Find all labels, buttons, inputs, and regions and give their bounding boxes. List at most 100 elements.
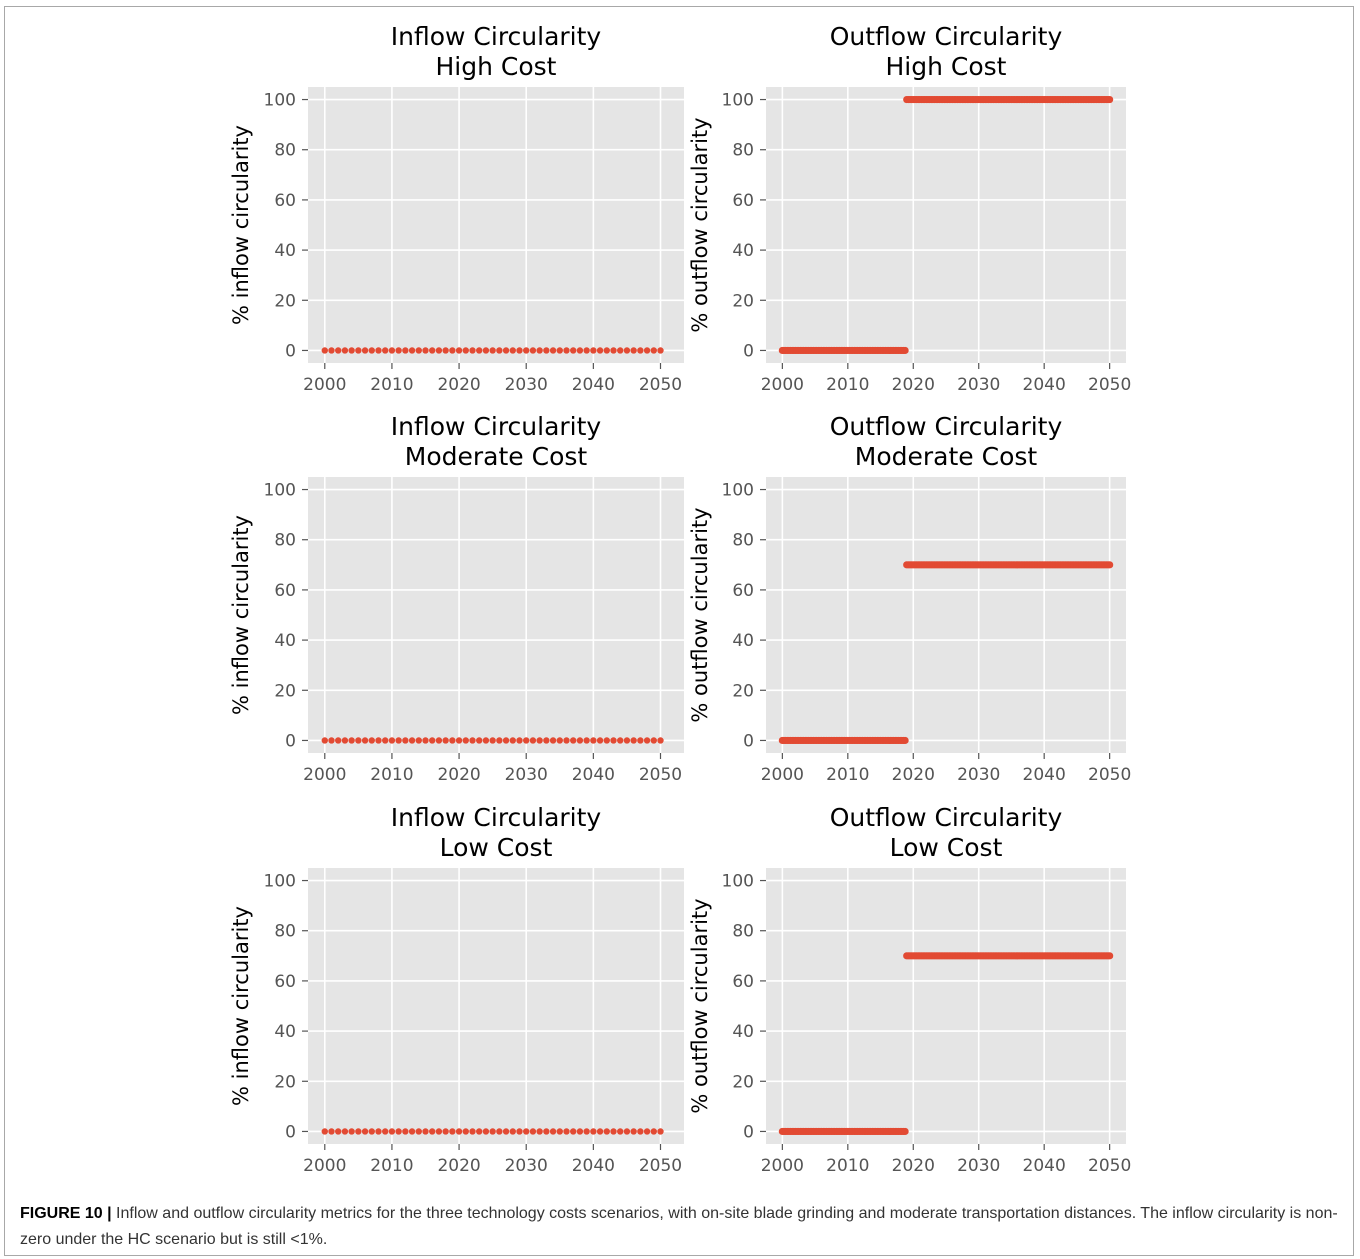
y-axis-label: % inflow circularity [229,515,253,715]
data-point [657,737,664,744]
data-point [610,737,617,744]
data-point [630,347,637,354]
x-tick-label: 2010 [826,765,869,785]
data-point [368,347,375,354]
data-point [576,347,584,354]
data-point [516,737,523,744]
data-point [617,347,624,354]
data-point [516,1128,523,1135]
y-tick-label: 40 [732,631,754,651]
data-point [321,737,328,744]
data-point [482,737,490,744]
chart-title-line: Low Cost [440,833,553,862]
chart-title-line: Moderate Cost [405,442,588,471]
data-point [590,1128,597,1135]
x-tick-label: 2020 [437,375,480,395]
data-point [637,347,644,354]
x-tick-label: 2040 [1023,375,1066,395]
x-tick-label: 2030 [505,1156,548,1176]
y-tick-label: 20 [274,291,296,311]
data-point [650,347,657,354]
data-point [469,347,476,354]
data-point [596,347,604,354]
x-tick-label: 2040 [1023,1156,1066,1176]
data-point [348,737,355,744]
x-tick-label: 2050 [639,765,682,785]
data-point [657,347,664,354]
data-point [617,737,624,744]
data-point [348,347,355,354]
data-point [348,1128,355,1135]
data-point [536,347,543,354]
data-point [502,1128,510,1135]
chart-title-line: Low Cost [890,833,1003,862]
x-tick-label: 2010 [826,375,869,395]
x-tick-label: 2030 [505,765,548,785]
y-tick-label: 60 [274,191,296,211]
data-point [382,737,389,744]
figure-frame [4,6,1354,1256]
y-tick-label: 0 [743,731,754,751]
x-tick-label: 2010 [370,1156,413,1176]
y-axis-label: % inflow circularity [229,906,253,1106]
x-tick-label: 2000 [303,1156,346,1176]
data-point [321,347,328,354]
x-tick-label: 2030 [957,1156,1000,1176]
data-point [388,737,396,744]
x-tick-label: 2050 [1088,765,1131,785]
data-point [408,1128,416,1135]
x-tick-label: 2010 [370,375,413,395]
data-point [543,737,550,744]
data-point [1106,95,1114,104]
data-point [1106,952,1114,960]
data-point [563,347,570,354]
x-tick-label: 2040 [572,1156,615,1176]
data-point [455,347,463,354]
data-point [341,737,349,744]
data-point [449,347,456,354]
data-point [596,1128,604,1135]
data-point [516,347,523,354]
data-point [382,1128,389,1135]
data-point [509,1128,516,1135]
data-point [361,737,369,744]
data-point [650,1128,657,1135]
y-tick-label: 80 [732,922,754,942]
chart-title-line: Outflow Circularity [830,803,1063,832]
data-point [496,1128,503,1135]
chart-title-line: Inflow Circularity [391,412,602,441]
y-tick-label: 20 [274,681,296,701]
data-point [375,1128,382,1135]
x-tick-label: 2050 [1088,1156,1131,1176]
caption-label: FIGURE 10 | [20,1205,112,1222]
data-point [556,347,563,354]
y-tick-label: 40 [732,241,754,261]
chart-title-line: Moderate Cost [855,442,1038,471]
y-tick-label: 100 [264,91,296,111]
y-tick-label: 100 [722,872,754,892]
data-point [643,1128,651,1135]
data-point [563,737,570,744]
data-point [435,347,443,354]
data-point [335,347,342,354]
data-point [643,347,651,354]
chart-title-line: Inflow Circularity [391,803,602,832]
data-point [375,737,382,744]
data-point [610,347,617,354]
data-point [590,737,597,744]
data-point [623,1128,631,1135]
x-tick-label: 2030 [505,375,548,395]
y-tick-label: 60 [732,972,754,992]
x-tick-label: 2000 [761,1156,804,1176]
data-point [543,347,550,354]
data-point [583,347,590,354]
y-tick-label: 0 [285,731,296,751]
y-axis-label: % inflow circularity [229,125,253,325]
y-tick-label: 40 [732,1022,754,1042]
y-tick-label: 80 [274,531,296,551]
data-point [556,737,563,744]
data-point [328,737,335,744]
